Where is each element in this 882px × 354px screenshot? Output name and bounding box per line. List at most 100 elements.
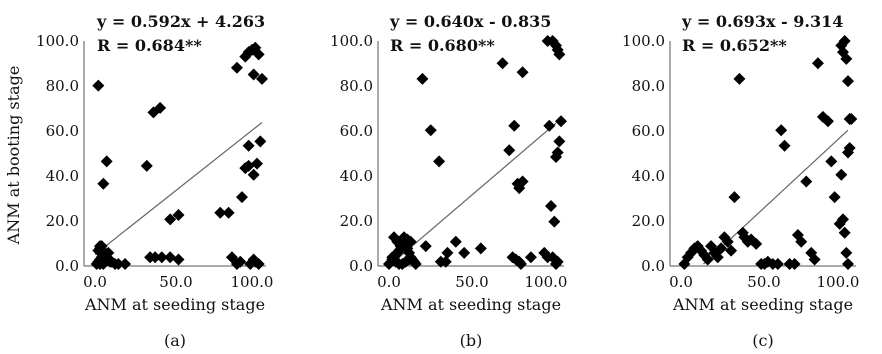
data-point (249, 255, 262, 268)
data-point (474, 242, 487, 255)
data-point (119, 258, 132, 270)
data-point (524, 251, 537, 264)
data-point (555, 115, 568, 128)
data-point (140, 159, 153, 172)
data-point (496, 57, 509, 70)
data-point (544, 200, 557, 213)
data-point (225, 251, 238, 264)
data-point (172, 208, 185, 221)
ytick-label: 0.0 (55, 257, 79, 275)
ytick-label: 20.0 (632, 212, 665, 230)
trend-line (94, 122, 263, 255)
data-point (553, 48, 566, 61)
data-point (711, 251, 724, 264)
data-point (230, 61, 243, 74)
panel-caption: (c) (752, 331, 773, 350)
data-point (508, 119, 521, 132)
ytick-label: 80.0 (46, 77, 79, 95)
ytick-label: 100.0 (36, 32, 79, 50)
xtick-label: 0.0 (83, 273, 107, 291)
trend-line (390, 122, 557, 265)
data-point (551, 255, 564, 268)
data-point (551, 146, 564, 159)
xtick-label: 0.0 (669, 273, 693, 291)
data-point (836, 213, 849, 226)
data-point (172, 253, 185, 266)
data-points (383, 35, 568, 270)
data-point (800, 175, 813, 188)
regression-equation: y = 0.640x - 0.835 (389, 12, 551, 31)
data-point (795, 235, 808, 248)
x-axis-label: ANM at seeding stage (84, 295, 265, 314)
regression-equation: y = 0.592x + 4.263 (96, 12, 265, 31)
data-point (811, 57, 824, 70)
data-point (235, 191, 248, 204)
data-point (433, 155, 446, 168)
data-point (516, 175, 529, 188)
data-point (164, 213, 177, 226)
data-point (721, 235, 734, 248)
data-point (828, 191, 841, 204)
data-point (416, 72, 429, 85)
ytick-labels: 100.0 80.0 60.0 40.0 20.0 0.0 (330, 32, 373, 275)
ytick-label: 40.0 (46, 167, 79, 185)
data-point (701, 253, 714, 266)
data-point (247, 168, 260, 181)
data-point (548, 215, 561, 228)
data-point (242, 139, 255, 152)
data-point (403, 253, 416, 266)
data-point (92, 79, 105, 92)
correlation-label: R = 0.680** (390, 36, 495, 55)
data-point (252, 48, 265, 61)
data-point (441, 246, 454, 259)
data-point (419, 240, 432, 253)
ytick-label: 0.0 (641, 257, 665, 275)
ytick-label: 20.0 (46, 212, 79, 230)
data-point (750, 237, 763, 250)
data-point (843, 113, 856, 126)
data-point (778, 139, 791, 152)
ytick-label: 80.0 (340, 77, 373, 95)
x-axis-label: ANM at seeding stage (380, 295, 561, 314)
data-point (825, 155, 838, 168)
ytick-label: 60.0 (46, 122, 79, 140)
data-points (678, 35, 858, 270)
data-point (553, 135, 566, 148)
data-point (788, 258, 801, 270)
chart-panel-c: 100.0 80.0 60.0 40.0 20.0 0.0 0.0 50.0 1… (622, 12, 859, 350)
data-point (543, 119, 556, 132)
data-point (247, 68, 260, 81)
data-point (112, 258, 125, 270)
panel-caption: (b) (460, 331, 483, 350)
data-point (842, 75, 854, 88)
data-point (424, 124, 437, 137)
data-point (733, 72, 746, 85)
xtick-label: 0.0 (377, 273, 401, 291)
data-point (155, 251, 168, 264)
xtick-label: 100.0 (817, 273, 860, 291)
xtick-labels: 0.0 50.0 100.0 (669, 273, 859, 291)
correlation-label: R = 0.652** (682, 36, 787, 55)
data-point (393, 258, 406, 270)
data-point (404, 235, 417, 248)
data-point (842, 258, 854, 270)
data-points (90, 41, 268, 270)
data-point (715, 242, 728, 255)
data-point (771, 258, 784, 270)
ytick-labels: 100.0 80.0 60.0 40.0 20.0 0.0 (622, 32, 665, 275)
chart-panel-b: 100.0 80.0 60.0 40.0 20.0 0.0 0.0 50.0 1… (330, 12, 567, 350)
data-point (725, 244, 738, 257)
ytick-label: 60.0 (340, 122, 373, 140)
data-point (728, 191, 741, 204)
xtick-labels: 0.0 50.0 100.0 (377, 273, 567, 291)
correlation-label: R = 0.684** (97, 36, 202, 55)
data-point (516, 66, 529, 79)
ytick-label: 20.0 (340, 212, 373, 230)
data-point (838, 35, 851, 47)
data-point (835, 168, 848, 181)
regression-equation: y = 0.693x - 9.314 (681, 12, 843, 31)
ytick-label: 40.0 (632, 167, 665, 185)
data-point (838, 226, 851, 239)
data-point (458, 246, 471, 259)
